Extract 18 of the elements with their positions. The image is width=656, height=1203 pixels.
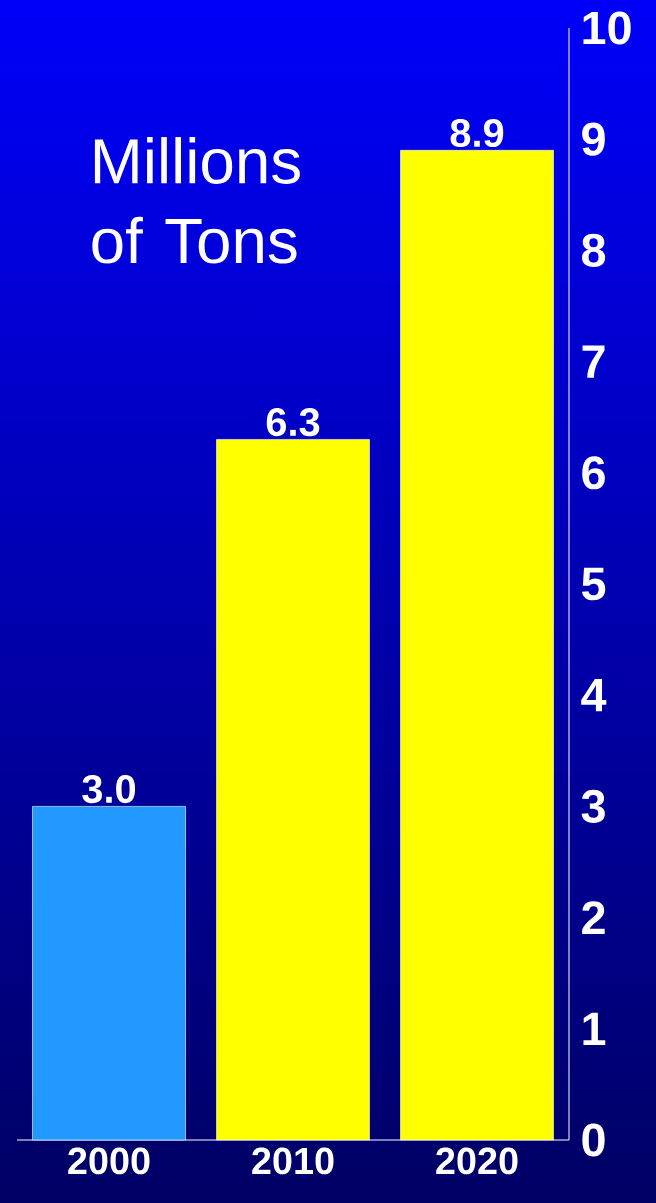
y-axis-title: Millions of Tons: [92, 137, 300, 264]
y-tick-label: 0: [582, 1123, 605, 1157]
data-label: 3.0: [82, 774, 136, 804]
x-tick-label: 2010: [252, 1147, 334, 1175]
y-tick-label: 3: [581, 789, 605, 824]
data-label: 8.9: [450, 118, 504, 148]
y-tick-label: 1: [583, 1012, 606, 1045]
y-tick-label: 6: [582, 456, 605, 490]
y-tick-label: 4: [581, 679, 607, 712]
data-label: 6.3: [266, 407, 320, 437]
y-tick-label: 7: [582, 345, 605, 378]
y-tick-label: 2: [582, 901, 605, 934]
x-tick-label: 2020: [436, 1147, 518, 1175]
y-tick-label: 8: [582, 233, 606, 267]
y-tick-label: 5: [581, 567, 606, 601]
y-tick-label: 10: [583, 11, 631, 45]
x-tick-label: 2000: [68, 1147, 150, 1175]
y-tick-label: 9: [582, 122, 605, 156]
